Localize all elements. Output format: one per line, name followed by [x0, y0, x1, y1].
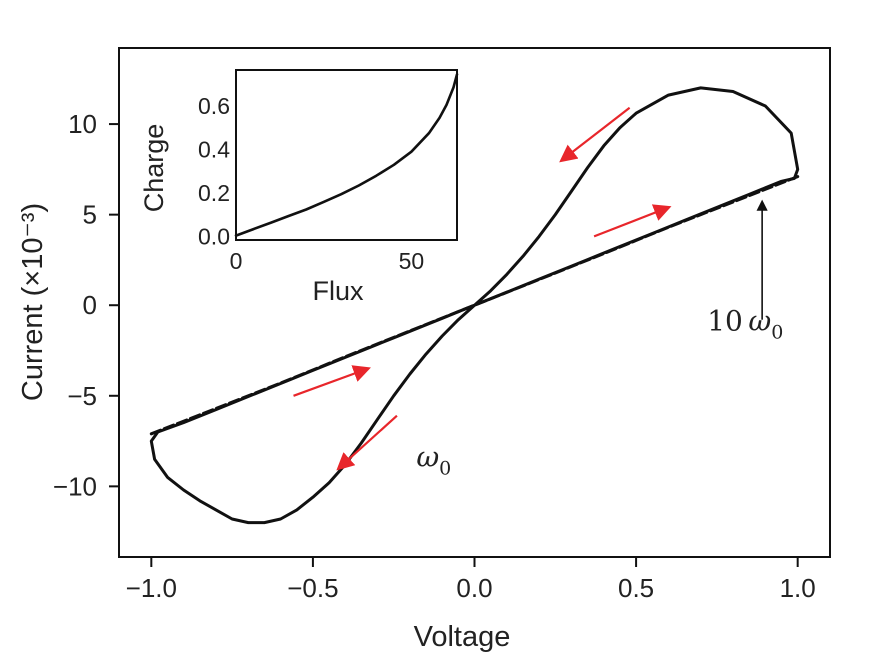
inset-series-group [234, 73, 459, 237]
y-axis-label: Current (×10⁻³) [17, 203, 49, 401]
main-series-group [149, 86, 800, 525]
annotation-subscript: 0 [439, 457, 451, 479]
inset-series-solid-line [234, 73, 459, 237]
direction-arrow [336, 414, 398, 471]
inset-plot-frame [235, 69, 458, 241]
annotation-omega: ω [416, 440, 439, 473]
inset-x-axis-label: Flux [312, 276, 364, 306]
annotation-number: 10 [707, 305, 748, 338]
main-axis-ticks: −1.0 −0.5 0.0 0.5 1.0 −10 −5 0 5 10 [53, 109, 816, 603]
main-y-tick-label: −10 [53, 471, 97, 501]
main-x-tick-label: 0.0 [456, 573, 492, 603]
main-plot-frame [118, 47, 831, 558]
main-x-tick-label: −1.0 [126, 573, 177, 603]
direction-arrow [293, 365, 371, 397]
direction-arrows [293, 106, 672, 471]
inset-y-axis-label: Charge [139, 124, 169, 213]
main-series-dashed-line [149, 175, 800, 436]
inset-axis-ticks: 0 50 0.0 0.2 0.4 0.6 [198, 93, 424, 274]
inset-y-tick-label: 0.4 [198, 136, 230, 162]
main-y-tick-label: 5 [83, 200, 97, 230]
main-x-tick-label: −0.5 [287, 573, 338, 603]
inset-x-tick-label: 0 [230, 248, 243, 274]
annotation-omega: ω [748, 305, 771, 338]
direction-arrow [559, 106, 631, 163]
inset-y-tick-label: 0.0 [198, 224, 230, 250]
annotation-subscript: 0 [771, 322, 783, 344]
inset-background [236, 70, 457, 240]
main-x-tick-label: 1.0 [780, 573, 816, 603]
inset-x-tick-label: 50 [399, 248, 425, 274]
main-x-tick-label: 0.5 [618, 573, 654, 603]
inset-y-tick-label: 0.6 [198, 93, 230, 119]
inset-y-tick-label: 0.2 [198, 180, 230, 206]
main-y-tick-label: 10 [68, 109, 97, 139]
omega-annotation: ω0 [416, 440, 451, 479]
omega-annotation: 10 ω0 [707, 305, 783, 344]
main-y-tick-label: −5 [67, 381, 97, 411]
inset-plot: 0 50 0.0 0.2 0.4 0.6 Flux Charge [139, 69, 459, 306]
direction-arrow [593, 204, 672, 238]
x-axis-label: Voltage [414, 621, 511, 653]
main-y-tick-label: 0 [83, 290, 97, 320]
